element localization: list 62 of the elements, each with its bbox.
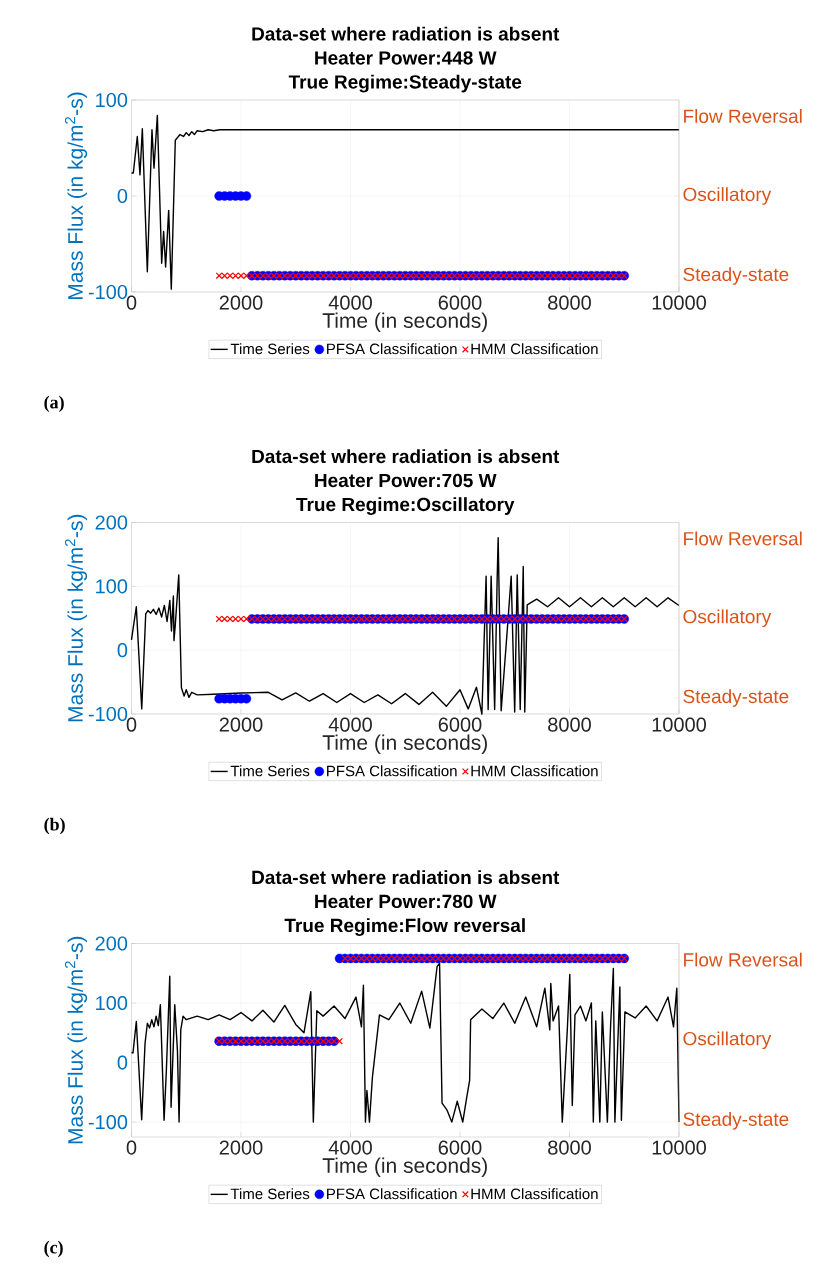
x-tick-label: 6000 (438, 1140, 482, 1155)
y-tick-label: 0 (117, 188, 128, 204)
text: True Regime:Steady-state (288, 74, 522, 93)
category-label: Flow Reversal (684, 531, 802, 546)
x-axis-title: Time (in seconds) (322, 312, 487, 333)
legend-label: HMM Classification (471, 1188, 598, 1200)
x-tick-label: 2000 (219, 1140, 263, 1155)
legend-label: Time Series (230, 765, 310, 777)
legend-label: HMM Classification (471, 765, 598, 777)
legend-label: PFSA Classification (327, 343, 457, 355)
category-label: Steady-state (683, 267, 789, 285)
chart-title: Data-set where radiation is absent (252, 26, 560, 41)
y-tick-label: 200 (95, 936, 128, 951)
chart-subtitle: Heater Power:448 W (315, 51, 497, 65)
y-axis-title: Mass Flux (in kg/m$^{2}$-s) (64, 514, 88, 722)
chart-subtitle: Heater Power:705 W (315, 473, 497, 488)
x-tick-label: 10000 (652, 1140, 706, 1155)
y-tick-label: -100 (88, 1115, 128, 1130)
y-tick-label: 100 (96, 579, 128, 594)
text: (b) (44, 817, 65, 835)
x-tick-label: 8000 (548, 717, 591, 732)
y-tick-label: 100 (96, 995, 128, 1011)
chart-title: Data-set where radiation is absent (252, 449, 560, 464)
x-tick-label: 4000 (328, 295, 372, 310)
legend-label: HMM Classification (471, 343, 598, 355)
x-tick-label: 10000 (652, 717, 706, 732)
category-label: Steady-state (683, 1112, 789, 1130)
y-tick-label: 100 (96, 92, 128, 108)
category-label: Flow Reversal (684, 952, 802, 967)
y-tick-label: 200 (95, 515, 128, 530)
y-tick-label: 0 (117, 643, 128, 658)
category-label: Steady-state (683, 689, 789, 707)
x-tick-label: 6000 (438, 717, 482, 732)
text: (c) (44, 1240, 63, 1258)
x-axis-title: Time (in seconds) (322, 734, 487, 755)
x-tick-label: 8000 (548, 1140, 591, 1155)
legend-label: Time Series (230, 343, 310, 355)
y-tick-label: -100 (88, 284, 128, 300)
text: True Regime:Oscillatory (296, 497, 515, 515)
x-tick-label: 8000 (548, 295, 591, 310)
x-tick-label: 4000 (328, 717, 372, 732)
x-axis-title: Time (in seconds) (322, 1157, 487, 1178)
text: True Regime:Flow reversal (284, 918, 525, 936)
y-axis-title: Mass Flux (in kg/m$^{2}$-s) (64, 92, 88, 299)
y-tick-label: 0 (117, 1055, 128, 1070)
chart-title: Data-set where radiation is absent (252, 870, 560, 885)
category-label: Oscillatory (683, 1031, 772, 1050)
legend-label: PFSA Classification (327, 765, 457, 777)
category-label: Flow Reversal (684, 109, 802, 123)
legend-label: PFSA Classification (327, 1188, 457, 1200)
x-tick-label: 2000 (219, 717, 263, 732)
x-tick-label: 4000 (328, 1140, 372, 1155)
y-axis-title: Mass Flux (in kg/m$^{2}$-s) (64, 936, 88, 1144)
x-tick-label: 2000 (219, 295, 263, 310)
category-label: Oscillatory (683, 609, 772, 628)
y-tick-label: -100 (88, 706, 128, 722)
x-tick-label: 10000 (652, 295, 706, 310)
category-label: Oscillatory (683, 187, 772, 205)
x-tick-label: 6000 (438, 295, 482, 310)
text: (a) (44, 395, 64, 413)
chart-subtitle: Heater Power:780 W (315, 894, 497, 909)
legend-label: Time Series (230, 1188, 310, 1200)
